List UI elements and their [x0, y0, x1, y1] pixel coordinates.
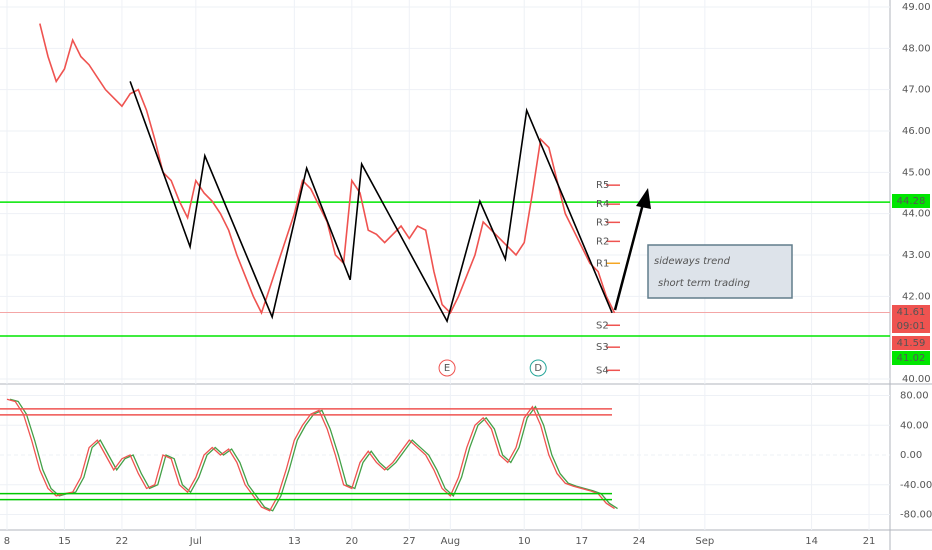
y-tick-label: 40.00	[902, 374, 931, 385]
pivot-label: S3	[596, 342, 609, 353]
pivot-label: R2	[596, 236, 609, 247]
x-tick-label: Aug	[441, 536, 461, 547]
price-label: 41.02	[897, 353, 926, 364]
y-tick-label: 49.00	[902, 2, 931, 13]
pivot-label: S4	[596, 365, 609, 376]
x-tick-label: 8	[4, 536, 10, 547]
x-tick-label: Sep	[695, 536, 714, 547]
price-label: 41.59	[897, 338, 926, 349]
pivot-label: S2	[596, 320, 609, 331]
x-tick-label: 24	[633, 536, 646, 547]
x-tick-label: Jul	[189, 536, 202, 547]
pivot-label: R5	[596, 180, 609, 191]
price-label-box	[892, 336, 930, 350]
x-tick-label: 20	[345, 536, 358, 547]
y-tick-label: 42.00	[902, 291, 931, 302]
y-tick-label: -80.00	[900, 510, 932, 521]
x-tick-label: 14	[805, 536, 818, 547]
arrow-head	[636, 188, 651, 209]
x-tick-label: 27	[403, 536, 416, 547]
x-tick-label: 21	[863, 536, 876, 547]
pivot-label: R1	[596, 258, 609, 269]
x-tick-label: 15	[58, 536, 71, 547]
price-label-box	[892, 319, 930, 333]
event-label: E	[444, 363, 450, 374]
y-tick-label: 44.00	[902, 209, 931, 220]
event-label: D	[534, 363, 542, 374]
pivot-label: R3	[596, 217, 609, 228]
y-tick-label: -40.00	[900, 480, 932, 491]
zigzag-line	[129, 81, 613, 324]
y-tick-label: 40.00	[900, 420, 929, 431]
price-label-box	[892, 194, 930, 208]
x-tick-label: 22	[116, 536, 129, 547]
y-tick-label: 47.00	[902, 85, 931, 96]
y-tick-label: 45.00	[902, 167, 931, 178]
y-tick-label: 0.00	[900, 450, 922, 461]
event-marker	[529, 359, 547, 377]
price-label: 44.28	[897, 196, 926, 207]
x-tick-label: 10	[518, 536, 531, 547]
price-label: 41.61	[897, 307, 926, 318]
y-tick-label: 43.00	[902, 250, 931, 261]
annotation-box	[647, 244, 793, 299]
y-tick-label: 80.00	[900, 391, 929, 402]
pivot-label: R4	[596, 199, 609, 210]
event-marker	[438, 359, 456, 377]
annotation-text: sideways trend	[654, 256, 731, 267]
y-tick-label: 48.00	[902, 43, 931, 54]
price-label-box	[892, 351, 930, 365]
y-tick-label: 46.00	[902, 126, 931, 137]
price-label: 09:01	[897, 321, 926, 332]
price-label-box	[892, 305, 930, 319]
x-tick-label: 13	[288, 536, 301, 547]
x-tick-label: 17	[575, 536, 588, 547]
arrow-shaft	[613, 199, 646, 311]
annotation-text: short term trading	[658, 278, 750, 289]
